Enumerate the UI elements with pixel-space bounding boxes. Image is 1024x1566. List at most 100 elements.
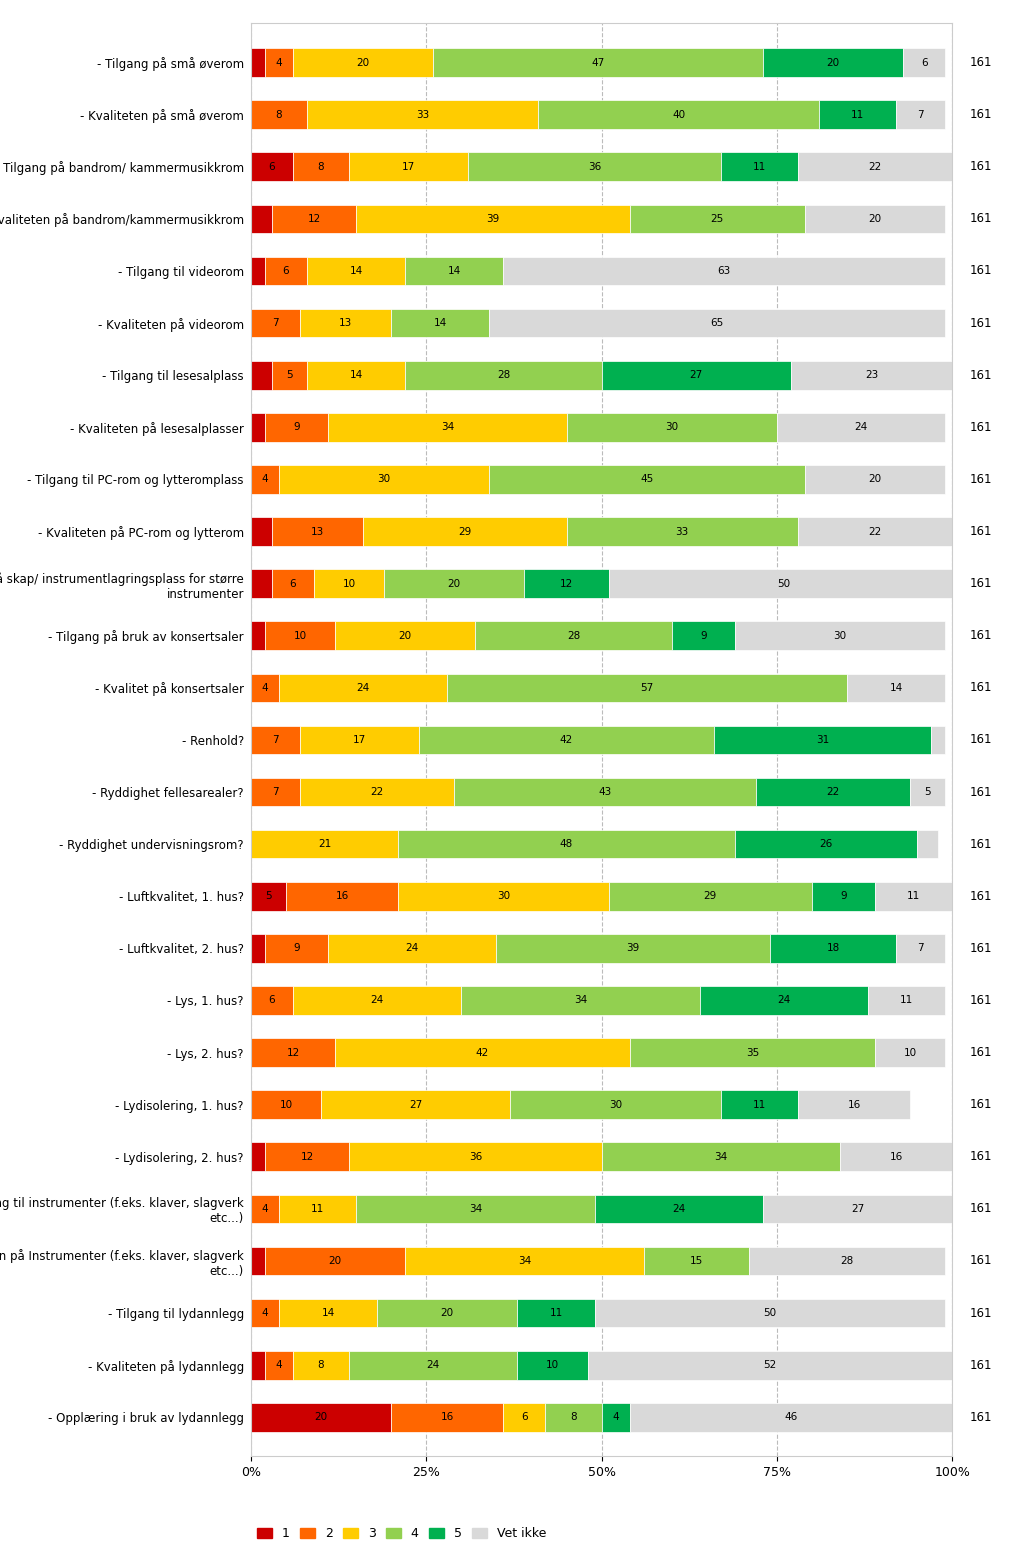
- Text: 36: 36: [469, 1151, 482, 1162]
- Bar: [335, 622, 475, 650]
- Text: 161: 161: [970, 1411, 992, 1423]
- Text: 13: 13: [339, 318, 352, 329]
- Bar: [566, 517, 798, 547]
- Text: 161: 161: [970, 1359, 992, 1372]
- Text: 34: 34: [573, 996, 587, 1005]
- Text: 9: 9: [841, 891, 847, 902]
- Bar: [798, 152, 952, 182]
- Text: 14: 14: [433, 318, 446, 329]
- Bar: [608, 882, 812, 910]
- Bar: [630, 1038, 876, 1066]
- Bar: [300, 309, 391, 337]
- Text: 161: 161: [970, 1254, 992, 1267]
- Bar: [349, 152, 468, 182]
- Bar: [251, 778, 300, 806]
- Text: 6: 6: [921, 58, 928, 67]
- Text: 11: 11: [907, 891, 921, 902]
- Bar: [840, 1143, 952, 1171]
- Text: 20: 20: [314, 1413, 328, 1422]
- Text: 6: 6: [268, 996, 275, 1005]
- Text: 161: 161: [970, 265, 992, 277]
- Text: 161: 161: [970, 630, 992, 642]
- Bar: [504, 257, 945, 285]
- Bar: [307, 360, 406, 390]
- Text: 14: 14: [349, 370, 362, 381]
- Text: 21: 21: [317, 839, 331, 849]
- Bar: [251, 1090, 322, 1120]
- Bar: [328, 413, 566, 442]
- Bar: [251, 1351, 265, 1380]
- Bar: [805, 465, 945, 493]
- Text: 20: 20: [329, 1256, 342, 1265]
- Bar: [433, 49, 763, 77]
- Bar: [721, 1090, 798, 1120]
- Text: 22: 22: [868, 526, 882, 537]
- Text: 7: 7: [272, 318, 279, 329]
- Bar: [251, 309, 300, 337]
- Bar: [608, 570, 959, 598]
- Text: 24: 24: [406, 943, 419, 954]
- Bar: [896, 100, 945, 128]
- Bar: [644, 1247, 749, 1275]
- Bar: [251, 1247, 265, 1275]
- Bar: [384, 570, 524, 598]
- Text: 161: 161: [970, 56, 992, 69]
- Bar: [251, 1403, 391, 1431]
- Text: 10: 10: [903, 1048, 916, 1057]
- Text: 45: 45: [641, 474, 653, 484]
- Text: 161: 161: [970, 1151, 992, 1164]
- Bar: [265, 622, 335, 650]
- Bar: [798, 1090, 910, 1120]
- Bar: [286, 882, 398, 910]
- Bar: [447, 673, 847, 702]
- Bar: [356, 205, 630, 233]
- Bar: [517, 1298, 595, 1328]
- Text: 20: 20: [398, 631, 412, 640]
- Text: 14: 14: [349, 266, 362, 276]
- Bar: [272, 570, 314, 598]
- Bar: [307, 257, 406, 285]
- Text: 22: 22: [371, 788, 384, 797]
- Text: 10: 10: [294, 631, 306, 640]
- Bar: [931, 725, 945, 755]
- Text: 30: 30: [609, 1099, 623, 1110]
- Text: 28: 28: [841, 1256, 854, 1265]
- Bar: [349, 1143, 602, 1171]
- Bar: [406, 257, 504, 285]
- Text: 11: 11: [753, 1099, 766, 1110]
- Bar: [251, 205, 272, 233]
- Text: 18: 18: [826, 943, 840, 954]
- Text: 13: 13: [311, 526, 325, 537]
- Bar: [419, 725, 714, 755]
- Text: 17: 17: [353, 734, 367, 745]
- Text: 28: 28: [497, 370, 510, 381]
- Text: 12: 12: [300, 1151, 313, 1162]
- Bar: [398, 830, 735, 858]
- Text: 161: 161: [970, 160, 992, 174]
- Bar: [251, 100, 307, 128]
- Bar: [251, 570, 272, 598]
- Bar: [749, 1247, 945, 1275]
- Bar: [265, 49, 293, 77]
- Bar: [251, 49, 265, 77]
- Text: 40: 40: [672, 110, 685, 119]
- Bar: [566, 413, 777, 442]
- Text: 4: 4: [261, 474, 268, 484]
- Text: 24: 24: [777, 996, 791, 1005]
- Bar: [251, 465, 279, 493]
- Text: 27: 27: [690, 370, 702, 381]
- Text: 161: 161: [970, 421, 992, 434]
- Text: 10: 10: [342, 578, 355, 589]
- Text: 34: 34: [518, 1256, 531, 1265]
- Bar: [805, 205, 945, 233]
- Text: 161: 161: [970, 525, 992, 539]
- Text: 9: 9: [293, 423, 300, 432]
- Text: 34: 34: [469, 1204, 482, 1214]
- Bar: [356, 1195, 595, 1223]
- Bar: [798, 517, 952, 547]
- Bar: [868, 987, 945, 1015]
- Bar: [300, 725, 419, 755]
- Text: 8: 8: [317, 161, 325, 172]
- Text: 57: 57: [641, 683, 653, 692]
- Bar: [279, 1195, 356, 1223]
